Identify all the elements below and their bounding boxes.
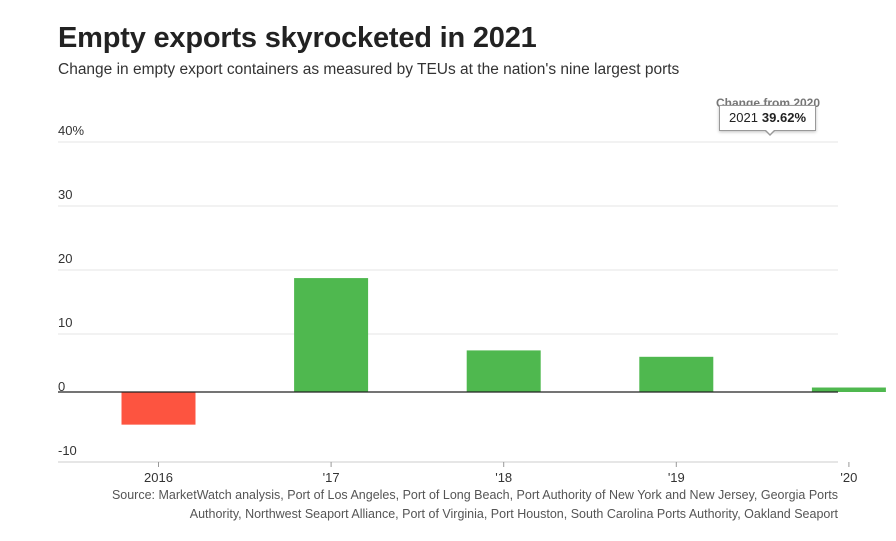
source-note: Source: MarketWatch analysis, Port of Lo… [111, 488, 838, 521]
y-tick-label: 10 [58, 315, 72, 330]
bar-18[interactable] [466, 350, 541, 392]
tooltip-pointer [764, 129, 776, 136]
bar-17[interactable] [294, 278, 369, 392]
x-tick-label: '18 [495, 470, 512, 485]
bars [121, 278, 886, 425]
x-tick-label: 2016 [144, 470, 173, 485]
y-axis-ticks: 40% 30 20 10 0 -10 [58, 123, 84, 458]
grid-lines [58, 141, 838, 463]
y-tick-label: -10 [58, 443, 77, 458]
y-tick-label: 40% [58, 123, 84, 138]
tooltip-value: 39.62% [761, 110, 807, 125]
chart-title: Empty exports skyrocketed in 2021 [58, 22, 537, 54]
bar-tooltip: 2021 39.62% [719, 105, 817, 131]
y-tick-label: 0 [58, 379, 65, 394]
tooltip-category: 2021 [729, 110, 758, 125]
x-axis-ticks: 2016'17'18'19'20'21 [144, 462, 857, 485]
y-tick-label: 30 [58, 187, 72, 202]
bar-20[interactable] [811, 387, 886, 392]
x-tick-label: '20 [840, 470, 857, 485]
chart-subtitle: Change in empty export containers as mea… [58, 61, 680, 78]
x-tick-label: '19 [668, 470, 685, 485]
bar-2016[interactable] [121, 392, 196, 425]
y-tick-label: 20 [58, 251, 72, 266]
bar-19[interactable] [639, 356, 714, 392]
x-tick-label: '17 [323, 470, 340, 485]
